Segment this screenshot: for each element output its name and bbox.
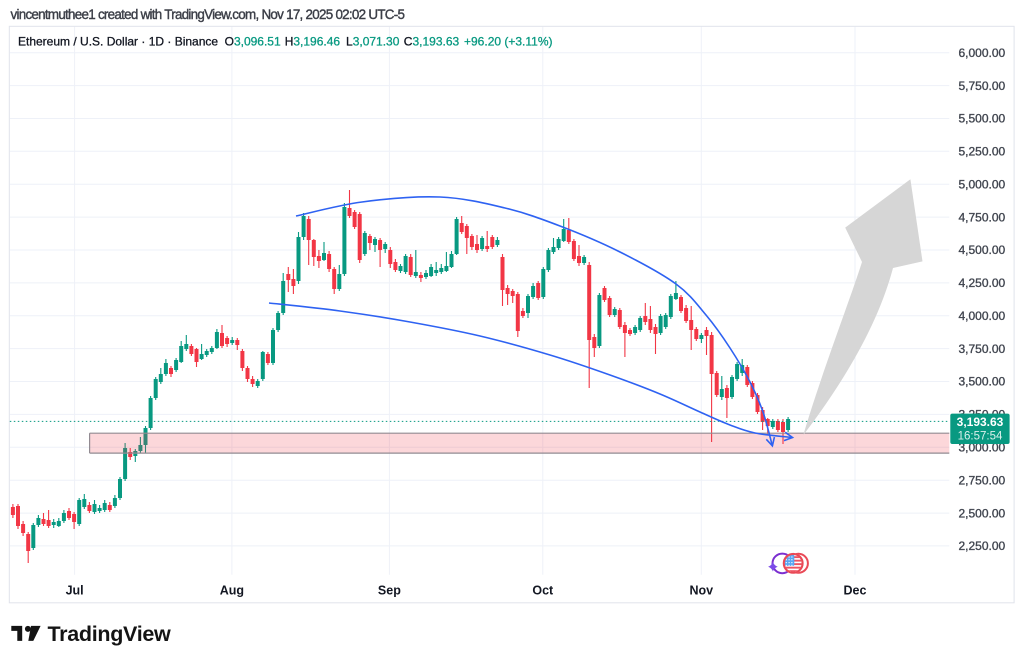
svg-text:5,500.00: 5,500.00 — [959, 112, 1006, 126]
svg-text:2,750.00: 2,750.00 — [959, 473, 1006, 487]
svg-text:L3,071.30: L3,071.30 — [346, 34, 400, 48]
svg-text:Ethereum / U.S. Dollar · 1D ·: Ethereum / U.S. Dollar · 1D · Binance — [18, 34, 218, 48]
svg-text:16:57:54: 16:57:54 — [958, 430, 1003, 442]
svg-text:Oct: Oct — [532, 584, 554, 598]
svg-text:2,250.00: 2,250.00 — [959, 539, 1006, 553]
svg-text:4,500.00: 4,500.00 — [959, 243, 1006, 257]
svg-text:4,000.00: 4,000.00 — [959, 309, 1006, 323]
svg-text:+96.20 (+3.11%): +96.20 (+3.11%) — [464, 34, 553, 48]
svg-text:4,750.00: 4,750.00 — [959, 210, 1006, 224]
svg-text:H3,196.46: H3,196.46 — [285, 34, 341, 48]
svg-text:3,500.00: 3,500.00 — [959, 375, 1006, 389]
svg-text:5,250.00: 5,250.00 — [959, 145, 1006, 159]
svg-text:Aug: Aug — [220, 584, 244, 598]
svg-text:Sep: Sep — [378, 584, 401, 598]
svg-text:O3,096.51: O3,096.51 — [225, 34, 281, 48]
svg-text:Nov: Nov — [689, 584, 713, 598]
svg-text:TradingView: TradingView — [48, 622, 172, 646]
svg-text:vincentmuthee1 created with Tr: vincentmuthee1 created with TradingView.… — [11, 7, 405, 22]
svg-text:3,193.63: 3,193.63 — [957, 415, 1004, 429]
svg-text:5,000.00: 5,000.00 — [959, 177, 1006, 191]
svg-text:Dec: Dec — [844, 584, 867, 598]
svg-text:5,750.00: 5,750.00 — [959, 79, 1006, 93]
svg-text:Jul: Jul — [66, 584, 84, 598]
svg-text:6,000.00: 6,000.00 — [959, 46, 1006, 60]
svg-text:C3,193.63: C3,193.63 — [404, 34, 460, 48]
svg-text:3,750.00: 3,750.00 — [959, 342, 1006, 356]
svg-text:4,250.00: 4,250.00 — [959, 276, 1006, 290]
svg-text:2,500.00: 2,500.00 — [959, 506, 1006, 520]
